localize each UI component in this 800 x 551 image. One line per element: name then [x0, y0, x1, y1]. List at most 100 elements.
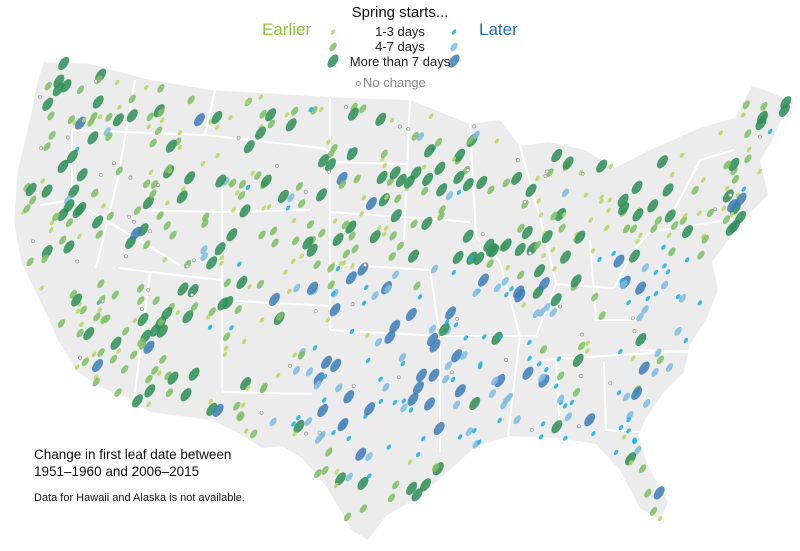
leaf-marker	[454, 148, 466, 162]
legend-earlier-leaf-3	[327, 54, 339, 68]
leaf-marker	[696, 210, 702, 216]
leaf-marker	[618, 201, 630, 216]
leaf-marker	[39, 285, 45, 291]
leaf-marker	[497, 417, 502, 423]
leaf-marker	[359, 211, 364, 217]
leaf-marker	[275, 372, 281, 379]
no-change-marker	[65, 135, 70, 140]
leaf-marker	[735, 192, 747, 206]
leaf-marker	[599, 194, 605, 200]
no-change-marker	[480, 232, 485, 237]
leaf-marker	[462, 229, 474, 243]
map-caption: Change in first leaf date between 1951–1…	[34, 446, 231, 480]
leaf-marker	[91, 188, 99, 198]
leaf-marker	[164, 164, 173, 173]
leaf-marker	[366, 473, 372, 479]
no-change-marker	[303, 189, 308, 194]
leaf-marker	[81, 117, 87, 123]
leaf-marker	[486, 243, 498, 257]
leaf-marker	[332, 218, 338, 224]
no-change-marker	[185, 264, 190, 269]
leaf-marker	[540, 421, 546, 427]
leaf-marker	[375, 112, 387, 126]
leaf-marker	[49, 220, 55, 226]
leaf-marker	[53, 74, 65, 88]
leaf-marker	[259, 384, 268, 394]
leaf-marker	[241, 338, 247, 345]
leaf-marker	[386, 444, 391, 450]
leaf-marker	[157, 84, 165, 93]
leaf-marker	[40, 178, 45, 184]
leaf-marker	[498, 334, 504, 340]
leaf-marker	[143, 240, 151, 250]
leaf-marker	[297, 350, 306, 360]
leaf-marker	[122, 326, 130, 336]
leaf-marker	[630, 355, 636, 361]
no-change-marker	[558, 304, 563, 309]
leaf-marker	[514, 242, 526, 257]
leaf-marker	[654, 216, 662, 225]
no-change-marker	[545, 169, 549, 174]
leaf-marker	[674, 326, 682, 336]
leaf-marker	[152, 296, 160, 305]
leaf-marker	[240, 402, 246, 408]
no-change-marker	[580, 332, 584, 337]
no-change-marker	[396, 375, 401, 380]
leaf-marker	[293, 419, 305, 434]
leaf-marker	[734, 210, 747, 224]
no-change-marker	[288, 363, 293, 368]
leaf-marker	[541, 252, 546, 259]
leaf-marker	[384, 194, 389, 200]
leaf-marker	[233, 401, 241, 411]
leaf-marker	[632, 208, 644, 222]
leaf-marker	[206, 256, 218, 270]
leaf-marker	[114, 79, 120, 86]
leaf-marker	[217, 297, 229, 311]
leaf-marker	[631, 386, 643, 400]
leaf-marker	[347, 107, 359, 121]
leaf-marker	[445, 306, 457, 320]
leaf-marker	[613, 254, 625, 268]
leaf-marker	[292, 431, 298, 437]
leaf-marker	[533, 240, 542, 250]
leaf-marker	[25, 182, 37, 196]
leaf-marker	[729, 212, 735, 218]
leaf-marker	[285, 205, 291, 211]
leaf-marker	[132, 317, 138, 324]
leaf-marker	[335, 266, 341, 272]
leaf-marker	[392, 399, 398, 406]
leaf-marker	[369, 230, 381, 244]
legend-later-label: Later	[479, 20, 518, 39]
leaf-marker	[538, 434, 544, 440]
leaf-marker	[412, 381, 425, 395]
leaf-marker	[509, 286, 514, 292]
leaf-marker	[109, 354, 118, 364]
no-change-marker	[148, 229, 153, 234]
leaf-marker	[223, 332, 231, 341]
leaf-marker	[413, 281, 421, 291]
no-change-marker	[406, 126, 411, 131]
leaf-marker	[572, 353, 584, 367]
leaf-marker	[299, 253, 304, 259]
leaf-marker	[157, 370, 162, 376]
leaf-marker	[722, 189, 734, 203]
no-change-marker	[236, 135, 241, 140]
leaf-marker	[628, 460, 634, 466]
leaf-marker	[229, 325, 234, 331]
leaf-marker	[259, 317, 265, 323]
leaf-marker	[400, 403, 408, 413]
leaf-marker	[101, 203, 106, 209]
leaf-marker	[338, 180, 347, 190]
legend-earlier-leaf-2	[329, 42, 337, 52]
leaf-marker	[472, 130, 480, 140]
leaf-marker	[723, 160, 731, 170]
leaf-marker	[92, 95, 104, 109]
leaf-marker	[554, 207, 567, 222]
leaf-marker	[572, 387, 581, 397]
leaf-marker	[491, 376, 499, 386]
leaf-marker	[618, 424, 624, 431]
leaf-marker	[259, 109, 267, 119]
leaf-marker	[629, 224, 638, 234]
leaf-marker	[598, 311, 606, 321]
leaf-marker	[517, 223, 525, 233]
